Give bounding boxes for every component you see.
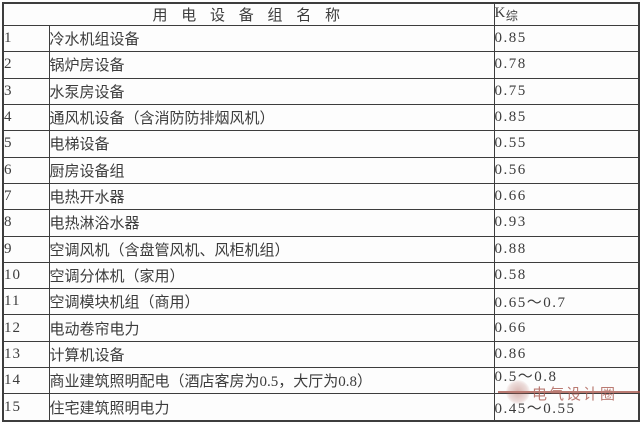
equipment-name: 空调模块机组（商用）: [48, 288, 495, 316]
k-value: 0.58: [493, 261, 640, 290]
equipment-name: 通风机设备（含消防防排烟风机）: [48, 103, 495, 132]
table-row: 15 住宅建筑照明电力 0.45～0.55: [2, 393, 640, 422]
table-row: 7 电热开水器 0.66: [2, 182, 640, 211]
k-value: 0.85: [493, 103, 640, 132]
k-value: 0.86: [493, 340, 640, 369]
row-number: 11: [2, 288, 50, 316]
equipment-name: 计算机设备: [48, 340, 495, 369]
row-number: 4: [2, 103, 50, 132]
row-number: 2: [2, 51, 50, 79]
k-value: 0.88: [493, 235, 640, 263]
equipment-name: 冷水机组设备: [48, 24, 495, 53]
table-row: 1 冷水机组设备 0.85: [2, 24, 640, 53]
k-value: 0.5～0.8: [493, 367, 640, 395]
k-value: 0.75: [493, 77, 640, 105]
row-number: 13: [2, 340, 50, 369]
equipment-name: 锅炉房设备: [48, 51, 495, 79]
table-row: 8 电热淋浴水器 0.93: [2, 209, 640, 237]
equipment-name: 电梯设备: [48, 130, 495, 158]
row-number: 14: [2, 367, 50, 395]
k-subscript: 综: [505, 9, 519, 23]
row-number: 8: [2, 209, 50, 237]
k-value: 0.55: [493, 130, 640, 158]
table-row: 14 商业建筑照明配电（酒店客房为0.5，大厅为0.8） 0.5～0.8: [2, 367, 640, 395]
table-row: 11 空调模块机组（商用） 0.65～0.7: [2, 288, 640, 316]
k-value: 0.56: [493, 156, 640, 184]
equipment-name: 水泵房设备: [48, 77, 495, 105]
table-row: 10 空调分体机（家用） 0.58: [2, 261, 640, 290]
table-header-row: 用 电 设 备 组 名 称 K综: [2, 2, 640, 26]
row-number: 15: [2, 393, 50, 422]
table-row: 13 计算机设备 0.86: [2, 340, 640, 369]
equipment-name: 电热开水器: [48, 182, 495, 211]
table-body: 1 冷水机组设备 0.85 2 锅炉房设备 0.78 3 水泵房设备 0.75 4 通风机设备（含消…: [2, 24, 640, 422]
row-number: 6: [2, 156, 50, 184]
table-row: 5 电梯设备 0.55: [2, 130, 640, 158]
table-row: 9 空调风机（含盘管风机、风柜机组） 0.88: [2, 235, 640, 263]
k-symbol: K: [494, 5, 506, 21]
k-value: 0.78: [493, 51, 640, 79]
equipment-name: 空调风机（含盘管风机、风柜机组）: [48, 235, 495, 263]
row-number: 10: [2, 261, 50, 290]
equipment-name: 住宅建筑照明电力: [48, 393, 495, 422]
equipment-name: 电热淋浴水器: [48, 209, 495, 237]
k-value: 0.65～0.7: [493, 288, 640, 316]
row-number: 9: [2, 235, 50, 263]
equipment-name: 商业建筑照明配电（酒店客房为0.5，大厅为0.8）: [48, 367, 495, 395]
k-value: 0.45～0.55: [493, 393, 640, 422]
row-number: 3: [2, 77, 50, 105]
table-row: 4 通风机设备（含消防防排烟风机） 0.85: [2, 103, 640, 132]
equipment-name: 厨房设备组: [48, 156, 495, 184]
k-value: 0.93: [493, 209, 640, 237]
row-number: 1: [2, 24, 50, 53]
header-equipment-group-name: 用 电 设 备 组 名 称: [2, 2, 495, 26]
row-number: 5: [2, 130, 50, 158]
row-number: 12: [2, 314, 50, 342]
table-row: 6 厨房设备组 0.56: [2, 156, 640, 184]
header-k-coefficient: K综: [493, 2, 640, 26]
equipment-name: 空调分体机（家用）: [48, 261, 495, 290]
k-value: 0.66: [493, 314, 640, 342]
k-value: 0.66: [493, 182, 640, 211]
k-value: 0.85: [493, 24, 640, 53]
table-row: 3 水泵房设备 0.75: [2, 77, 640, 105]
table-row: 12 电动卷帘电力 0.66: [2, 314, 640, 342]
table-row: 2 锅炉房设备 0.78: [2, 51, 640, 79]
row-number: 7: [2, 182, 50, 211]
equipment-name: 电动卷帘电力: [48, 314, 495, 342]
